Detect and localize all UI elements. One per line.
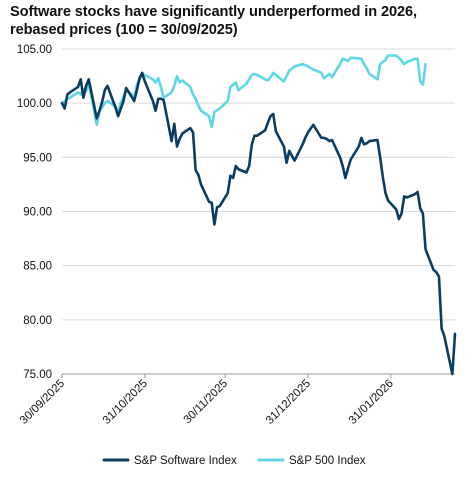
y-tick-label: 90.00 (23, 207, 52, 219)
series-line-software (60, 71, 457, 376)
chart-title: Software stocks have significantly under… (10, 4, 418, 38)
x-tick-label: 31/01/2026 (347, 378, 396, 427)
legend-label: S&P Software Index (134, 455, 237, 467)
y-tick-label: 85.00 (23, 261, 52, 273)
x-tick-label: 30/11/2025 (182, 378, 231, 427)
y-tick-label: 105.00 (17, 44, 52, 56)
legend-label: S&P 500 Index (289, 455, 366, 467)
y-tick-label: 80.00 (23, 315, 52, 327)
x-tick-label: 30/09/2025 (18, 378, 67, 427)
y-tick-label: 95.00 (23, 152, 52, 164)
x-tick-label: 31/12/2025 (264, 378, 313, 427)
y-tick-label: 75.00 (23, 369, 52, 381)
x-tick-label: 31/10/2025 (101, 378, 150, 427)
series-line-sp500 (60, 54, 427, 129)
y-tick-label: 100.00 (17, 98, 52, 110)
